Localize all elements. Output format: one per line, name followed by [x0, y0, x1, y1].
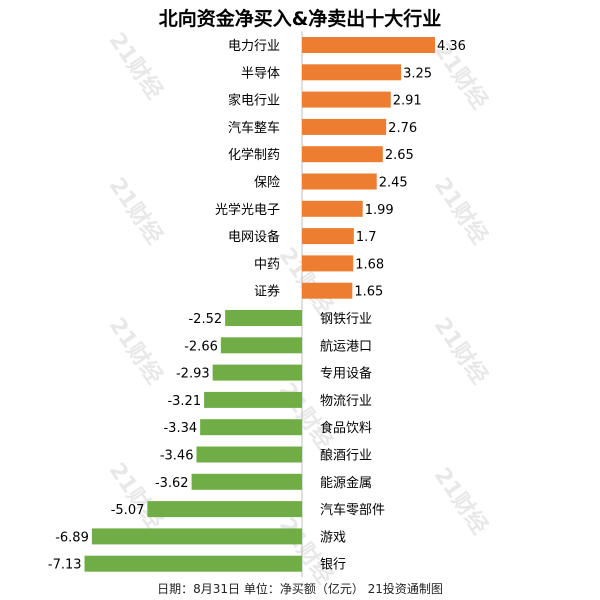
watermark-text: 21财经	[104, 313, 168, 389]
watermark-text: 21财经	[429, 463, 493, 539]
chart-title: 北向资金净买入&净卖出十大行业	[158, 8, 442, 30]
watermark-text: 21财经	[104, 28, 168, 104]
category-label: 半导体	[241, 66, 280, 81]
category-label: 酿酒行业	[320, 448, 372, 464]
data-label: -3.34	[163, 421, 197, 436]
data-label: -2.66	[184, 339, 218, 354]
category-label: 食品饮料	[320, 420, 372, 436]
data-label: 1.7	[356, 230, 377, 245]
bar	[200, 419, 302, 436]
bar	[196, 446, 302, 463]
category-label: 银行	[320, 558, 346, 573]
bar	[225, 310, 302, 326]
data-label: 1.65	[354, 285, 383, 300]
data-label: -3.21	[167, 394, 201, 409]
data-label: 1.99	[365, 203, 394, 218]
category-label: 保险	[254, 176, 280, 191]
category-label: 证券	[254, 284, 280, 300]
bar	[302, 118, 387, 135]
data-label: -7.13	[48, 558, 82, 573]
category-label: 航运港口	[320, 338, 372, 354]
data-label: -3.46	[160, 449, 194, 464]
category-label: 游戏	[320, 530, 346, 545]
category-label: 电力行业	[228, 39, 280, 54]
category-label: 化学制药	[228, 147, 280, 163]
watermark-text: 21财经	[429, 313, 493, 389]
watermark-text: 21财经	[104, 458, 168, 534]
watermark-text: 21财经	[274, 243, 338, 319]
watermark-text: 21财经	[274, 513, 338, 589]
category-label: 汽车整车	[228, 120, 280, 136]
bar	[204, 391, 302, 408]
category-label: 专用设备	[320, 366, 372, 382]
data-label: -2.93	[176, 367, 210, 382]
data-label: 4.36	[437, 39, 466, 54]
bar	[147, 501, 302, 518]
category-label: 中药	[254, 257, 280, 272]
bar	[84, 555, 302, 572]
data-label: -5.07	[111, 503, 145, 518]
data-label: 1.68	[355, 257, 384, 272]
watermark-text: 21财经	[104, 173, 168, 249]
chart-footer: 日期：8月31日 单位：净买额（亿元） 21投资通制图	[157, 582, 443, 596]
data-label: -3.62	[155, 476, 189, 491]
bar	[302, 228, 354, 245]
bar	[302, 146, 383, 163]
data-label: 2.91	[393, 94, 422, 109]
bar	[220, 337, 302, 354]
bar	[302, 200, 363, 217]
category-label: 汽车零部件	[320, 502, 385, 518]
bar	[212, 364, 302, 381]
bar	[302, 64, 402, 81]
bar	[91, 528, 302, 545]
data-label: -2.52	[188, 312, 222, 327]
data-label: 2.65	[385, 148, 414, 163]
category-label: 物流行业	[320, 394, 372, 409]
data-label: 2.45	[379, 176, 408, 191]
watermark-text: 21财经	[429, 173, 493, 249]
bar	[191, 473, 302, 490]
category-label: 能源金属	[320, 475, 372, 491]
category-label: 钢铁行业	[320, 312, 372, 327]
bar	[302, 255, 354, 272]
watermark-text: 21财经	[274, 378, 338, 454]
data-label: 3.25	[403, 66, 432, 81]
bar	[302, 37, 435, 53]
bar	[302, 91, 391, 108]
bar	[302, 282, 353, 299]
category-label: 光学光电子	[215, 202, 280, 218]
category-label: 电网设备	[228, 229, 280, 245]
data-label: 2.76	[388, 121, 417, 136]
category-label: 家电行业	[228, 93, 280, 109]
bar	[302, 173, 377, 190]
data-label: -6.89	[55, 530, 89, 545]
